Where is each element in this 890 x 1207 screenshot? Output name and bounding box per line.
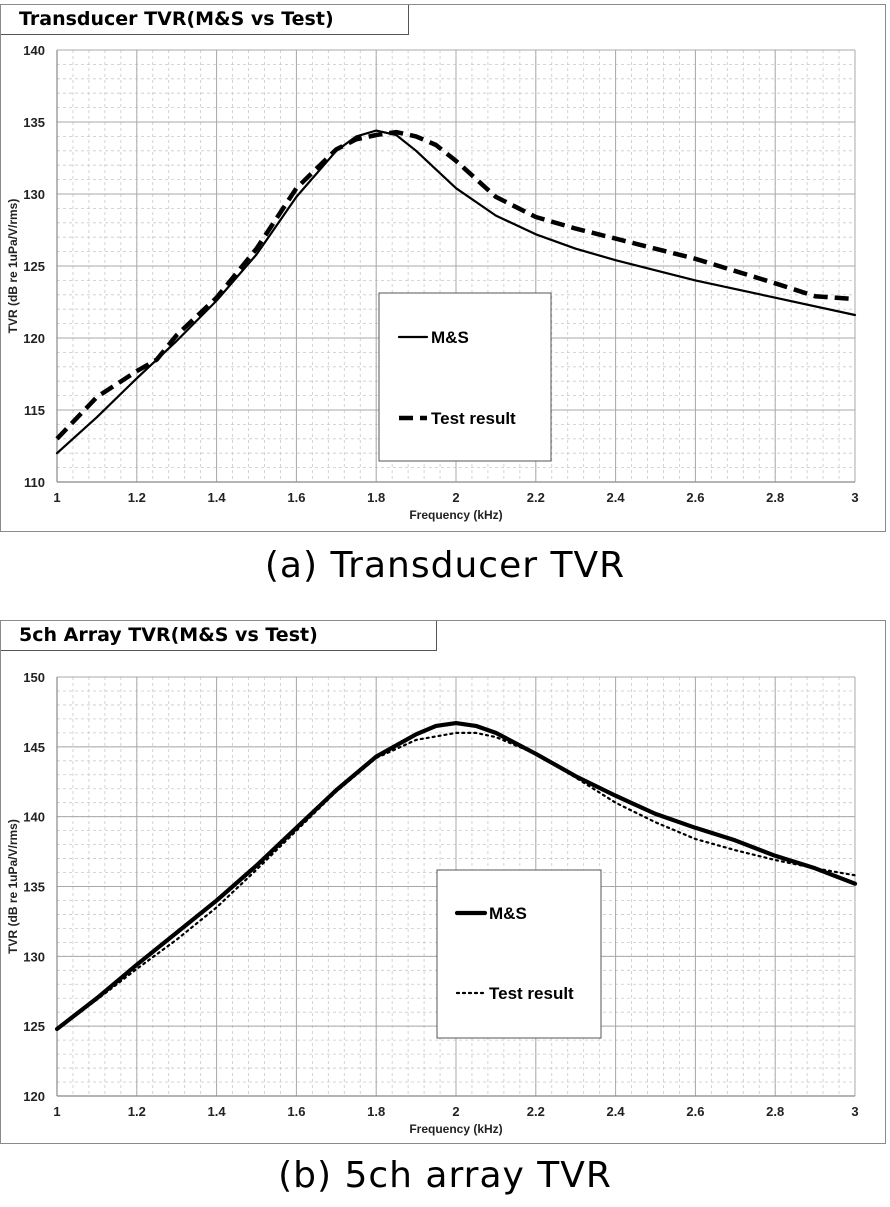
y-tick-label: 120 (23, 1089, 45, 1104)
x-tick-label: 1.6 (287, 1104, 305, 1119)
y-axis-label: TVR (dB re 1uPa/V/rms) (6, 819, 20, 954)
y-tick-label: 125 (23, 1019, 45, 1034)
chart-title: Transducer TVR(M&S vs Test) (1, 5, 409, 35)
x-tick-label: 1.8 (367, 490, 385, 505)
y-tick-label: 115 (24, 403, 45, 418)
y-tick-label: 150 (23, 670, 45, 685)
x-tick-label: 2.6 (686, 1104, 704, 1119)
x-tick-label: 2.4 (607, 1104, 626, 1119)
chart-panel-array: 5ch Array TVR(M&S vs Test) 1 1.2 1.4 1.6 1.8… (0, 620, 886, 1144)
x-tick-label: 1.4 (208, 1104, 227, 1119)
y-tick-label: 110 (24, 475, 45, 490)
y-tick-label: 140 (23, 43, 45, 58)
x-tick-label: 1 (53, 490, 60, 505)
x-tick-label: 1 (53, 1104, 60, 1119)
y-tick-label: 130 (23, 949, 45, 964)
x-axis-label: Frequency (kHz) (409, 1122, 502, 1136)
figure-caption-a: (a) Transducer TVR (264, 545, 626, 586)
x-tick-label: 3 (851, 1104, 858, 1119)
grid (56, 676, 856, 1097)
x-tick-label: 2.6 (686, 490, 704, 505)
y-tick-label: 120 (23, 331, 45, 346)
legend-box (436, 869, 602, 1039)
legend-box (378, 292, 552, 462)
figure-caption-b: (b) 5ch array TVR (278, 1155, 612, 1196)
legend: M&S Test result (378, 292, 552, 462)
x-tick-label: 1.2 (128, 490, 146, 505)
legend-label: Test result (489, 984, 574, 1003)
legend: M&S Test result (436, 869, 602, 1039)
x-tick-label: 2.4 (607, 490, 626, 505)
x-tick-label: 1.2 (128, 1104, 146, 1119)
y-tick-label: 125 (23, 259, 45, 274)
x-axis-label: Frequency (kHz) (409, 508, 502, 522)
series-line-test-result (55, 731, 857, 1031)
x-tick-label: 2 (452, 490, 459, 505)
chart-panel-transducer: Transducer TVR(M&S vs Test) 1 1.2 1.4 1.6 1.… (0, 4, 886, 532)
series-line-ms (54, 720, 858, 1032)
y-axis-label: TVR (dB re 1uPa/V/rms) (6, 199, 20, 334)
chart-plot-array: 1 1.2 1.4 1.6 1.8 2 2.2 2.4 2.6 2.8 3 120 125 130 135 1… (6, 670, 859, 1136)
x-tick-label: 2.8 (766, 1104, 784, 1119)
x-tick-label: 1.6 (287, 490, 305, 505)
legend-label: M&S (431, 328, 469, 347)
chart-plot-transducer: 1 1.2 1.4 1.6 1.8 2 2.2 2.4 2.6 2.8 3 110 115 120 125 1… (6, 43, 859, 522)
chart-title: 5ch Array TVR(M&S vs Test) (1, 621, 437, 651)
legend-label: M&S (489, 904, 527, 923)
y-tick-label: 130 (23, 187, 45, 202)
legend-label: Test result (431, 409, 516, 428)
y-tick-label: 145 (23, 740, 45, 755)
series-line-ms (55, 129, 857, 455)
x-tick-label: 2 (452, 1104, 459, 1119)
x-tick-label: 3 (851, 490, 858, 505)
series-line-test-result (55, 129, 856, 441)
y-tick-label: 135 (23, 115, 45, 130)
x-tick-label: 2.2 (527, 490, 545, 505)
x-tick-label: 2.2 (527, 1104, 545, 1119)
x-tick-label: 1.4 (208, 490, 227, 505)
x-tick-label: 1.8 (367, 1104, 385, 1119)
y-tick-label: 135 (23, 880, 45, 895)
y-tick-label: 140 (23, 810, 45, 825)
x-tick-label: 2.8 (766, 490, 784, 505)
